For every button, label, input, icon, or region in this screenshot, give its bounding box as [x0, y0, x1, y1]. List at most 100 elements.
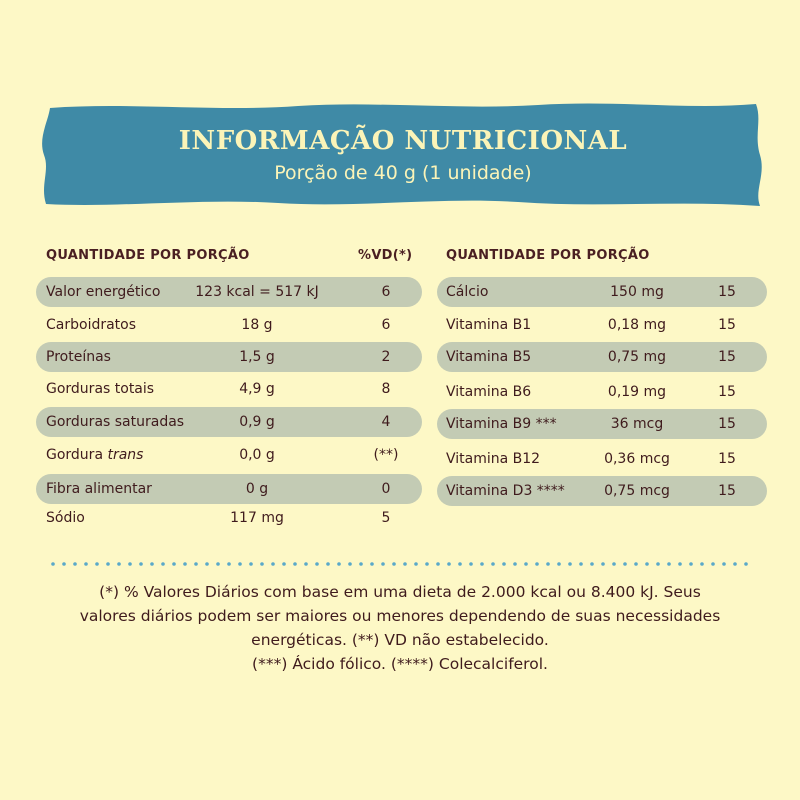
nutrient-vd: 6 [381, 317, 391, 333]
nutrient-name: Vitamina B5 [446, 349, 532, 365]
divider-dot [139, 562, 143, 566]
divider-dot [546, 562, 550, 566]
nutrient-vd: 15 [718, 284, 736, 300]
divider-dot [227, 562, 231, 566]
divider-dot [293, 562, 297, 566]
divider-dot [51, 562, 55, 566]
divider-dot [436, 562, 440, 566]
right-column-header: QUANTIDADE POR PORÇÃO [446, 248, 650, 263]
nutrient-amount: 0,75 mcg [604, 483, 670, 499]
nutrient-name: Gorduras totais [46, 381, 155, 397]
table-row: Vitamina B1 0,18 mg 15 [437, 310, 767, 340]
nutrient-amount: 0,19 mg [607, 384, 667, 400]
divider-dot [403, 562, 407, 566]
divider-dot [722, 562, 726, 566]
divider-dot [744, 562, 748, 566]
divider-dot [128, 562, 132, 566]
divider-dot [425, 562, 429, 566]
nutrient-vd: 5 [381, 510, 391, 526]
divider-dot [304, 562, 308, 566]
table-row: Valor energético 123 kcal = 517 kJ 6 [36, 277, 422, 307]
divider-dot [513, 562, 517, 566]
divider-dot [172, 562, 176, 566]
divider-dot [95, 562, 99, 566]
divider-dot [535, 562, 539, 566]
divider-dot [84, 562, 88, 566]
divider-dot [480, 562, 484, 566]
nutrient-vd: (**) [373, 447, 399, 463]
divider-dot [667, 562, 671, 566]
nutrient-vd: 2 [381, 349, 391, 365]
table-row: Vitamina B5 0,75 mg 15 [437, 342, 767, 372]
divider-dot [315, 562, 319, 566]
nutrient-name: Proteínas [46, 349, 111, 365]
footnote-line: energéticas. (**) VD não estabelecido. [251, 631, 549, 649]
nutrient-name: Gordura trans [46, 440, 143, 470]
nutrient-name: Carboidratos [46, 317, 137, 333]
dotted-divider [51, 562, 748, 566]
table-row: Proteínas 1,5 g 2 [36, 342, 422, 372]
table-row: Carboidratos 18 g 6 [36, 310, 422, 340]
nutrient-name: Vitamina B12 [446, 451, 541, 467]
nutrient-name: Vitamina D3 **** [446, 483, 565, 499]
divider-dot [216, 562, 220, 566]
nutrient-vd: 4 [381, 414, 391, 430]
divider-dot [590, 562, 594, 566]
nutrient-vd: 15 [718, 384, 736, 400]
nutrient-amount: 0,36 mcg [604, 451, 670, 467]
divider-dot [469, 562, 473, 566]
divider-dot [260, 562, 264, 566]
table-row: Gordura trans 0,0 g (**) [36, 440, 422, 470]
nutrient-name: Gorduras saturadas [46, 414, 185, 430]
nutrient-name: Sódio [46, 510, 85, 526]
divider-dot [348, 562, 352, 566]
divider-dot [194, 562, 198, 566]
nutrient-name: Vitamina B9 *** [446, 416, 557, 432]
divider-dot [370, 562, 374, 566]
divider-dot [150, 562, 154, 566]
divider-dot [381, 562, 385, 566]
nutrient-vd: 8 [381, 381, 391, 397]
nutrient-vd: 15 [718, 317, 736, 333]
nutrient-name: Valor energético [46, 284, 161, 300]
divider-dot [282, 562, 286, 566]
table-row: Vitamina B9 *** 36 mcg 15 [437, 409, 767, 439]
footnote-line: (*) % Valores Diários com base em uma di… [99, 583, 701, 601]
title-banner: INFORMAÇÃO NUTRICIONAL Porção de 40 g (1… [38, 100, 768, 210]
divider-dot [656, 562, 660, 566]
divider-dot [183, 562, 187, 566]
nutrient-name: Cálcio [446, 284, 489, 300]
divider-dot [106, 562, 110, 566]
nutrient-vd: 15 [718, 483, 736, 499]
banner-shape [42, 103, 762, 206]
divider-dot [711, 562, 715, 566]
divider-dot [414, 562, 418, 566]
nutrient-name: Vitamina B6 [446, 384, 532, 400]
nutrient-name-italic: trans [107, 447, 144, 463]
divider-dot [557, 562, 561, 566]
divider-dot [733, 562, 737, 566]
divider-dot [249, 562, 253, 566]
table-row: Vitamina B6 0,19 mg 15 [437, 377, 767, 407]
divider-dot [73, 562, 77, 566]
divider-dot [568, 562, 572, 566]
divider-dot [337, 562, 341, 566]
left-column-header: QUANTIDADE POR PORÇÃO [46, 248, 250, 263]
table-row: Vitamina D3 **** 0,75 mcg 15 [437, 476, 767, 506]
nutrient-amount: 0,0 g [239, 447, 275, 463]
nutrient-amount: 123 kcal = 517 kJ [195, 284, 319, 300]
footnote-line: (***) Ácido fólico. (****) Colecalcifero… [252, 655, 548, 673]
nutrient-vd: 6 [381, 284, 391, 300]
divider-dot [271, 562, 275, 566]
table-row: Gorduras totais 4,9 g 8 [36, 374, 422, 404]
divider-dot [491, 562, 495, 566]
divider-dot [700, 562, 704, 566]
divider-dot [601, 562, 605, 566]
divider-dot [634, 562, 638, 566]
nutrient-amount: 18 g [241, 317, 273, 333]
nutrient-name: Fibra alimentar [46, 481, 152, 497]
nutrient-vd: 15 [718, 451, 736, 467]
nutrient-amount: 1,5 g [239, 349, 275, 365]
serving-size: Porção de 40 g (1 unidade) [274, 162, 532, 184]
divider-dot [205, 562, 209, 566]
